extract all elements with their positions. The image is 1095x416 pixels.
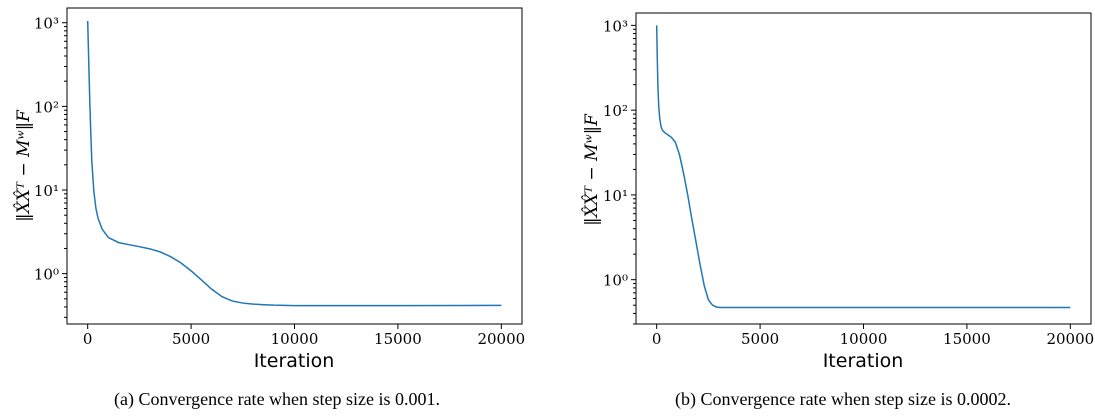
y-tick-label-a: 10² (34, 98, 59, 116)
y-tick-label-a: 10⁰ (34, 266, 59, 284)
plot-frame-b (635, 12, 1092, 325)
caption-b: (b) Convergence rate when step size is 0… (675, 389, 1011, 410)
chart-a: 0 5000 10000 15000 20000 10⁰ 10¹ 10² 10³ Iterat… (14, 7, 525, 410)
x-axis-b: 0 5000 10000 15000 20000 (652, 324, 1094, 348)
series-line-a (86, 20, 502, 307)
plot-frame-a (66, 7, 523, 325)
y-axis-label-a: ‖X̂X̂ᵀ − Mʷ‖F (14, 109, 34, 222)
x-axis-label-a: Iteration (254, 350, 335, 372)
y-axis-b: 10⁰ 10¹ 10² 10³ (603, 17, 636, 325)
x-tick-label-a: 15000 (374, 330, 422, 348)
y-tick-label-b: 10³ (603, 17, 628, 35)
x-tick-label-a: 20000 (477, 330, 525, 348)
x-tick-label-a: 10000 (271, 330, 319, 348)
x-tick-label-b: 0 (652, 330, 662, 348)
y-axis-label-b: ‖X̂X̂ᵀ − Mʷ‖F (582, 113, 602, 226)
y-tick-label-b: 10¹ (603, 187, 628, 205)
y-tick-label-a: 10¹ (34, 182, 59, 200)
x-axis-a: 0 5000 10000 15000 20000 (83, 324, 525, 348)
x-tick-label-a: 0 (83, 330, 93, 348)
y-tick-label-b: 10⁰ (603, 272, 628, 290)
chart-b: 0 5000 10000 15000 20000 10⁰ 10¹ 10² 10³ Iterat… (582, 12, 1094, 410)
y-tick-label-b: 10² (603, 102, 628, 120)
x-tick-label-b: 20000 (1046, 330, 1094, 348)
y-axis-a: 10⁰ 10¹ 10² 10³ (34, 15, 67, 318)
x-tick-label-a: 5000 (172, 330, 210, 348)
y-tick-label-a: 10³ (34, 15, 59, 33)
series-line-b (655, 25, 1071, 309)
x-tick-label-b: 10000 (840, 330, 888, 348)
x-tick-label-b: 15000 (943, 330, 991, 348)
x-axis-label-b: Iteration (823, 350, 904, 372)
x-tick-label-b: 5000 (741, 330, 779, 348)
caption-a: (a) Convergence rate when step size is 0… (114, 389, 440, 410)
